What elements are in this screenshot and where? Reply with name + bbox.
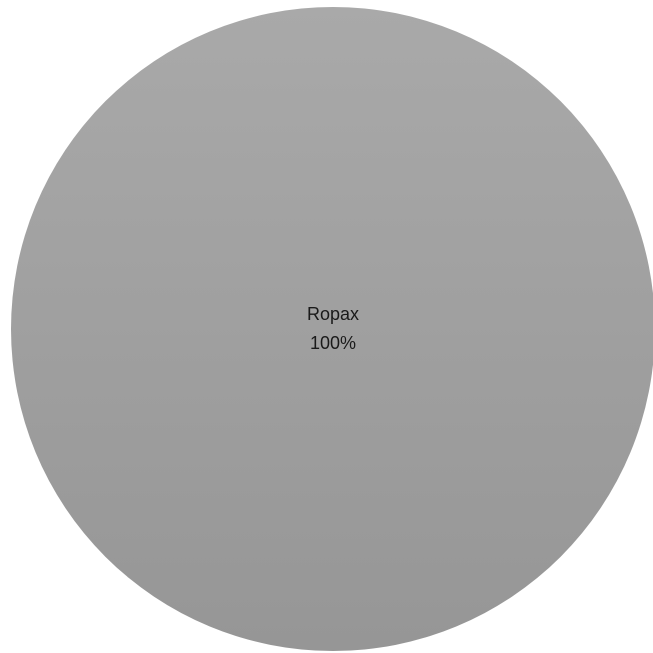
labels-layer: Ropax 100%: [307, 304, 359, 353]
slice-percent-label: 100%: [310, 333, 356, 353]
slices-layer: [11, 7, 653, 651]
pie-slice-ropax: [11, 7, 653, 651]
slice-category-label: Ropax: [307, 304, 359, 324]
